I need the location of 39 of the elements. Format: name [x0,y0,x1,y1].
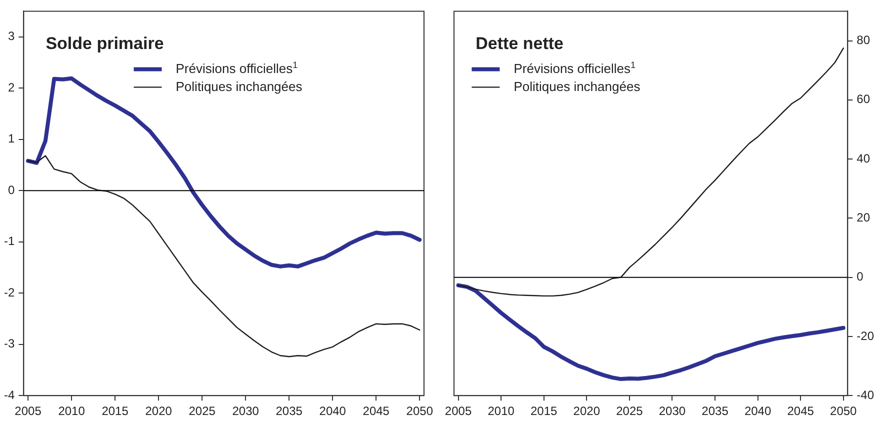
y2-tick-label: 80 [856,33,870,48]
y2-tick-label: -40 [856,388,874,402]
legend-label: Politiques inchangées [514,79,641,94]
x-tick-label: 2030 [658,404,686,418]
y-tick-label: -3 [4,336,15,351]
x-tick-label: 2025 [616,404,644,418]
x-tick-label: 2005 [14,404,42,418]
y2-tick-label: -20 [856,328,874,343]
y-tick-label: 0 [8,182,15,197]
x-tick-label: 2005 [444,404,472,418]
x-tick-label: 2035 [276,404,303,418]
text: Solde primaire [46,34,164,54]
y-tick-label: 3 [8,29,15,44]
x-tick-label: 2025 [188,404,216,418]
y2-tick-label: 20 [856,210,870,224]
y2-tick-label: 0 [856,270,864,284]
legend-label: Politiques inchangées [176,79,303,94]
x-tick-label: 2045 [787,404,814,418]
x-tick-label: 2040 [319,404,346,418]
x-tick-label: 2015 [530,404,558,418]
x-tick-label: 2045 [362,404,390,418]
y-tick-label: -1 [4,234,15,248]
y-tick-label: -2 [4,285,15,300]
x-tick-label: 2040 [744,404,772,418]
x-tick-label: 2020 [145,404,172,418]
y2-tick-label: 40 [856,151,870,166]
y-tick-label: -4 [4,388,15,402]
x-tick-label: 2035 [702,404,729,418]
x-tick-label: 2015 [102,404,129,418]
y-tick-label: 1 [8,132,15,146]
x-tick-label: 2050 [830,404,858,418]
y-tick-label: 2 [8,80,15,94]
x-tick-label: 2020 [573,404,600,418]
x-tick-label: 2010 [488,404,515,418]
x-tick-label: 2010 [58,404,86,418]
x-tick-label: 2030 [232,404,260,418]
x-tick-label: 2050 [406,404,434,418]
y2-tick-label: 60 [856,92,870,106]
text: Dette nette [476,34,564,54]
